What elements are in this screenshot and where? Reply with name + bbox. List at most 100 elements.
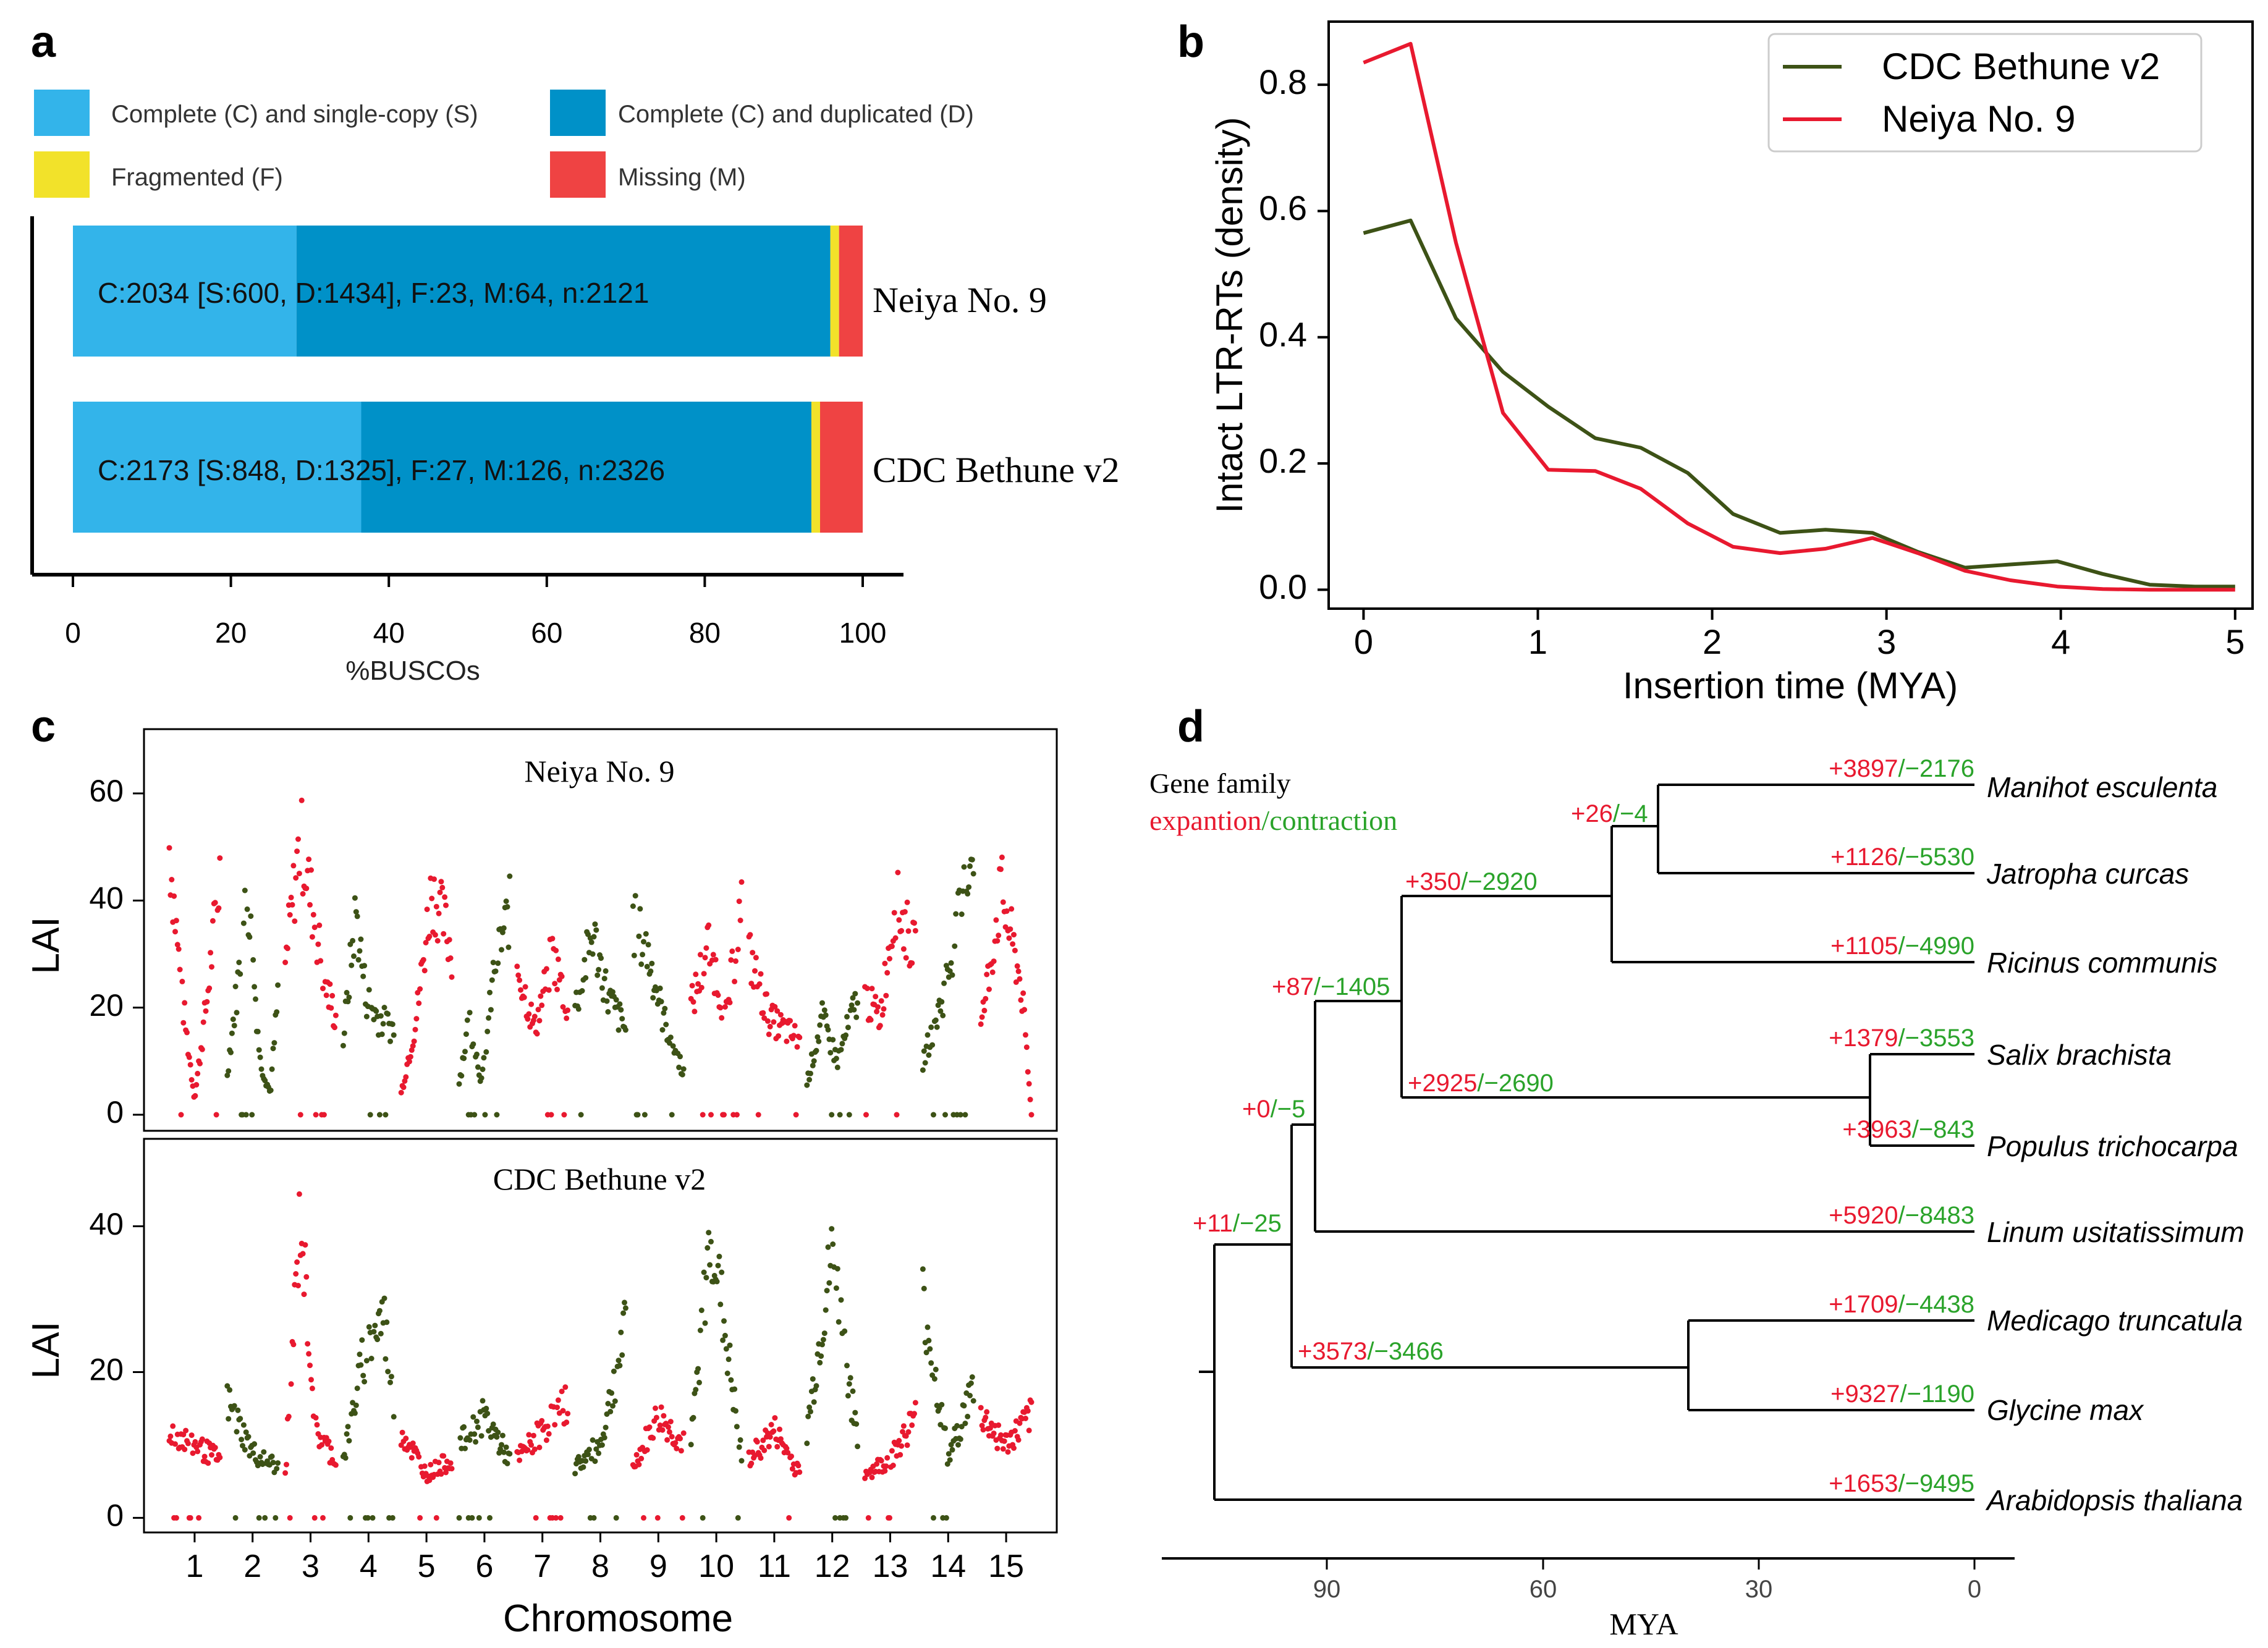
lai-point <box>443 902 449 908</box>
tree-time-tick-label: 0 <box>1968 1576 1981 1603</box>
lai-xtick-label: 3 <box>302 1549 319 1584</box>
lai-point <box>590 1437 596 1443</box>
lai-point <box>314 1422 320 1428</box>
lai-point <box>695 1366 701 1372</box>
lai-xtick-label: 12 <box>815 1549 850 1584</box>
lai-point <box>747 932 753 938</box>
lai-point <box>354 913 360 919</box>
lai-point <box>352 895 358 901</box>
lai-point <box>209 918 216 924</box>
lai-point <box>640 952 646 958</box>
lai-point <box>424 906 430 913</box>
tree-time-tick: 90 <box>1313 1558 1340 1603</box>
lai-point <box>518 987 523 993</box>
lai-point <box>663 1021 669 1028</box>
lai-point <box>923 1350 929 1356</box>
lai-point <box>250 957 256 963</box>
ltr-xtick-label: 5 <box>2225 622 2245 661</box>
lai-point <box>734 1112 740 1118</box>
lai-point <box>813 1047 819 1054</box>
lai-point <box>784 1445 790 1452</box>
lai-point <box>593 1446 599 1452</box>
legend-label-duplicated: Complete (C) and duplicated (D) <box>618 101 974 128</box>
lai-point <box>487 1515 493 1521</box>
lai-point <box>398 1089 404 1096</box>
tree-time-tick: 60 <box>1530 1558 1557 1603</box>
lai-point <box>190 1450 196 1456</box>
lai-point <box>1012 1428 1018 1434</box>
taxon-count: +1653/−9495 <box>1829 1470 1974 1497</box>
lai-point <box>961 1403 967 1409</box>
lai-point <box>970 871 976 877</box>
lai-point <box>349 962 355 968</box>
lai-point <box>933 1366 939 1372</box>
lai-ytick: 20 <box>89 988 144 1023</box>
lai-point <box>593 927 599 933</box>
busco-bar-summary-cdc: C:2173 [S:848, D:1325], F:27, M:126, n:2… <box>98 454 665 486</box>
lai-point <box>1012 947 1018 953</box>
lai-point <box>894 1112 900 1118</box>
lai-point <box>293 875 299 881</box>
lai-point <box>1020 990 1026 996</box>
lai-point <box>903 955 909 961</box>
lai-point <box>309 1385 315 1392</box>
lai-point <box>553 947 559 953</box>
lai-point <box>832 1515 838 1521</box>
lai-point <box>177 966 183 973</box>
lai-point <box>678 1448 684 1454</box>
lai-point <box>644 1447 650 1453</box>
lai-point <box>507 873 513 879</box>
ltr-xtick-label: 1 <box>1528 622 1547 661</box>
lai-point <box>722 1004 728 1010</box>
lai-point <box>761 1447 768 1453</box>
panel-c: Neiya No. 9 CDC Bethune v2 LAI LAI 0 20 … <box>25 728 1058 1640</box>
legend-swatch-single <box>34 90 90 136</box>
lai-point <box>476 1515 482 1521</box>
lai-point <box>768 1422 774 1427</box>
lai-point <box>559 973 565 979</box>
lai-bottom-frame <box>143 1138 1058 1534</box>
lai-point <box>332 1012 339 1018</box>
busco-tick-label: 0 <box>65 617 81 649</box>
lai-point <box>700 1515 706 1521</box>
lai-point <box>846 1381 852 1387</box>
lai-point <box>603 968 609 974</box>
lai-point <box>557 1515 564 1521</box>
lai-point <box>358 936 364 942</box>
lai-point <box>416 1454 422 1460</box>
lai-point <box>363 1358 370 1364</box>
lai-point <box>321 1112 327 1118</box>
lai-point <box>1023 1032 1028 1038</box>
lai-point <box>900 946 907 952</box>
lai-point <box>242 1447 248 1453</box>
lai-point <box>846 1112 852 1118</box>
lai-point <box>618 1007 624 1013</box>
lai-point <box>732 978 738 984</box>
lai-point <box>544 1423 551 1429</box>
lai-point <box>702 1320 708 1326</box>
lai-point <box>388 1374 394 1380</box>
lai-point <box>431 876 437 882</box>
tree-time-tick-label: 30 <box>1745 1576 1773 1603</box>
lai-point <box>456 1081 462 1087</box>
lai-point <box>862 1475 868 1481</box>
lai-point <box>580 1464 586 1470</box>
lai-point <box>490 1421 496 1427</box>
lai-point <box>767 1434 773 1440</box>
lai-point <box>209 964 214 970</box>
lai-point <box>257 1054 263 1060</box>
lai-point <box>842 1328 848 1334</box>
lai-point <box>851 1007 857 1013</box>
ltr-legend-label-neiya: Neiya No. 9 <box>1882 98 2075 140</box>
lai-point <box>407 1054 413 1060</box>
lai-point <box>645 942 651 948</box>
lai-point <box>410 1043 416 1049</box>
lai-point <box>693 971 699 978</box>
lai-point <box>690 999 696 1005</box>
lai-point <box>850 995 856 1001</box>
lai-point <box>949 1447 955 1453</box>
lai-point <box>834 1266 840 1272</box>
lai-xtick-label: 2 <box>243 1549 261 1584</box>
ltr-x-ticks: 0 1 2 3 4 5 <box>1354 609 2245 661</box>
lai-point <box>489 977 495 983</box>
